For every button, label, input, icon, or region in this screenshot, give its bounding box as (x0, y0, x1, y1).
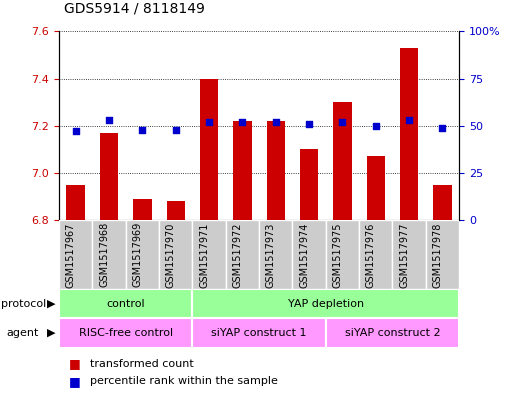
Bar (192, 220, 226, 289)
Bar (267, 121, 285, 393)
Bar (159, 220, 192, 289)
Point (171, 127, 180, 133)
Bar (192, 318, 326, 348)
Bar (426, 220, 459, 289)
Text: siYAP construct 2: siYAP construct 2 (345, 328, 440, 338)
Bar (200, 79, 218, 393)
Text: GSM1517967: GSM1517967 (66, 222, 76, 288)
Bar (133, 199, 151, 393)
Text: ■: ■ (69, 357, 81, 370)
Point (305, 121, 313, 127)
Text: GSM1517970: GSM1517970 (166, 222, 175, 288)
Point (105, 117, 113, 123)
Text: transformed count: transformed count (90, 358, 193, 369)
Bar (59, 318, 192, 348)
Text: GSM1517976: GSM1517976 (366, 222, 376, 288)
Bar (400, 48, 418, 393)
Point (405, 117, 413, 123)
Text: RISC-free control: RISC-free control (78, 328, 173, 338)
Bar (59, 220, 92, 289)
Point (438, 125, 446, 131)
Text: GSM1517971: GSM1517971 (199, 222, 209, 288)
Text: GSM1517978: GSM1517978 (432, 222, 442, 288)
Text: siYAP construct 1: siYAP construct 1 (211, 328, 307, 338)
Bar (300, 149, 318, 393)
Text: percentile rank within the sample: percentile rank within the sample (90, 376, 278, 386)
Text: GSM1517975: GSM1517975 (332, 222, 343, 288)
Text: GSM1517968: GSM1517968 (99, 222, 109, 287)
Text: ▶: ▶ (47, 299, 56, 309)
Text: GSM1517977: GSM1517977 (399, 222, 409, 288)
Bar (292, 220, 326, 289)
Point (371, 123, 380, 129)
Text: GSM1517973: GSM1517973 (266, 222, 276, 288)
Bar (226, 220, 259, 289)
Text: ▶: ▶ (47, 328, 56, 338)
Point (71, 128, 80, 134)
Bar (233, 121, 251, 393)
Bar (333, 102, 351, 393)
Text: agent: agent (7, 328, 39, 338)
Point (205, 119, 213, 125)
Point (338, 119, 346, 125)
Text: GSM1517969: GSM1517969 (132, 222, 143, 287)
Text: YAP depletion: YAP depletion (288, 299, 364, 309)
Bar (126, 220, 159, 289)
Point (138, 127, 146, 133)
Text: control: control (106, 299, 145, 309)
Bar (433, 185, 451, 393)
Bar (167, 201, 185, 393)
Bar (67, 185, 85, 393)
Bar (326, 220, 359, 289)
Bar (326, 318, 459, 348)
Bar (392, 220, 426, 289)
Bar (100, 133, 118, 393)
Point (238, 119, 246, 125)
Bar (192, 289, 459, 318)
Text: GDS5914 / 8118149: GDS5914 / 8118149 (64, 2, 205, 16)
Bar (367, 156, 385, 393)
Text: protocol: protocol (1, 299, 46, 309)
Bar (59, 289, 192, 318)
Bar (92, 220, 126, 289)
Text: GSM1517974: GSM1517974 (299, 222, 309, 288)
Text: GSM1517972: GSM1517972 (232, 222, 242, 288)
Text: ■: ■ (69, 375, 81, 388)
Point (271, 119, 280, 125)
Bar (359, 220, 392, 289)
Bar (259, 220, 292, 289)
